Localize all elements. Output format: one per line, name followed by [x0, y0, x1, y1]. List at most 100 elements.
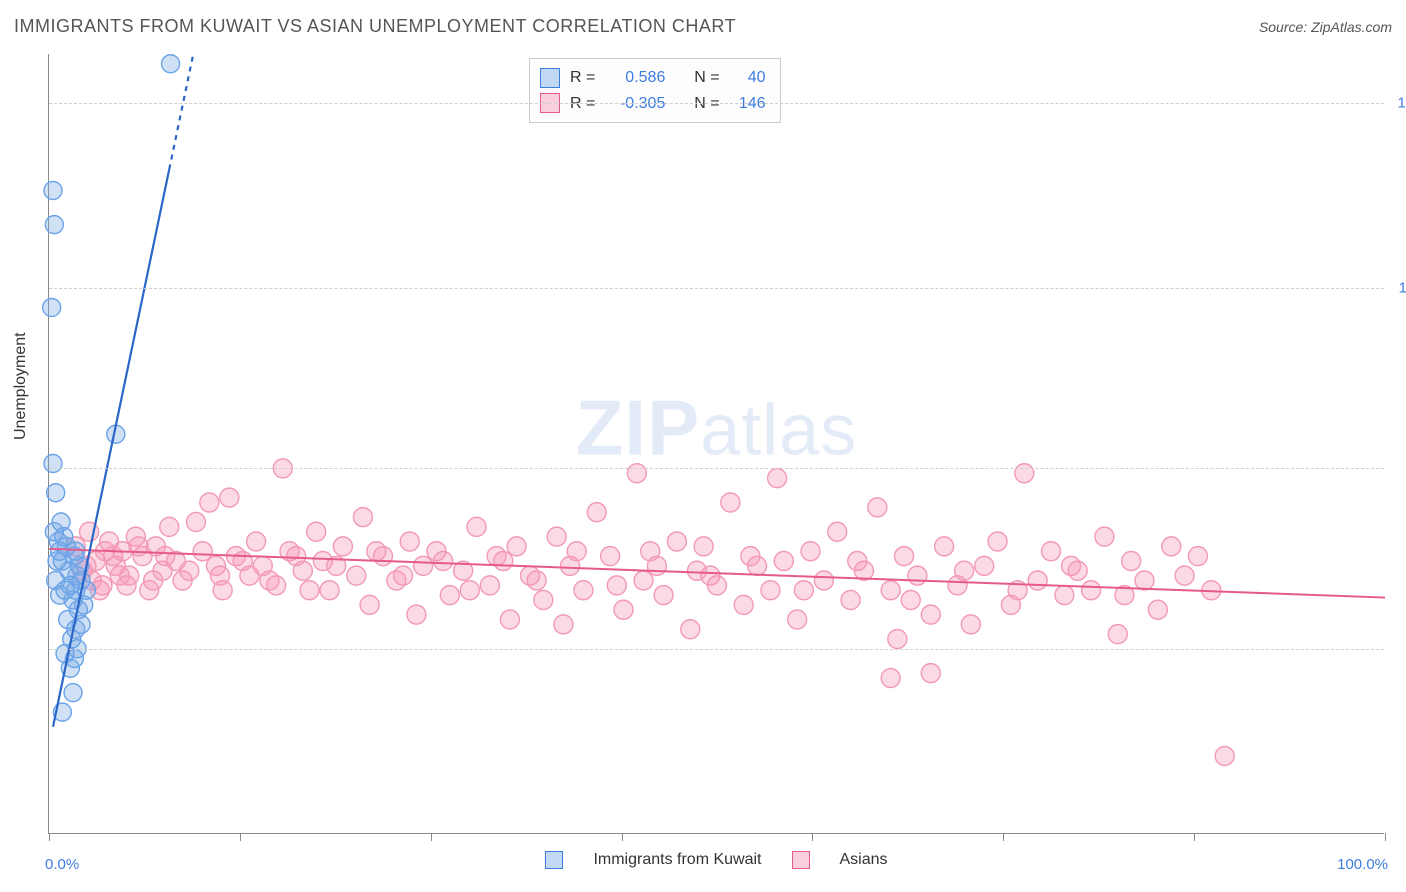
swatch-kuwait	[540, 68, 560, 88]
asians-point	[888, 630, 907, 649]
kuwait-point	[47, 484, 65, 502]
n-label: N =	[694, 65, 719, 91]
asians-point	[527, 571, 546, 590]
asians-point	[607, 576, 626, 595]
asians-point	[794, 581, 813, 600]
trend-line-kuwait-solid	[53, 169, 169, 726]
kuwait-point	[43, 299, 61, 317]
asians-point	[480, 576, 499, 595]
y-axis-label: Unemployment	[12, 332, 30, 440]
asians-point	[347, 566, 366, 585]
asians-point	[211, 566, 230, 585]
asians-point	[1062, 556, 1081, 575]
asians-point	[407, 605, 426, 624]
gridline-h	[49, 649, 1384, 650]
asians-point	[741, 547, 760, 566]
asians-point	[1028, 571, 1047, 590]
asians-point	[307, 522, 326, 541]
asians-point	[193, 542, 212, 561]
asians-point	[1015, 464, 1034, 483]
asians-point	[667, 532, 686, 551]
asians-point	[400, 532, 419, 551]
source-name: ZipAtlas.com	[1311, 19, 1392, 35]
asians-point	[360, 595, 379, 614]
asians-point	[233, 552, 252, 571]
gridline-h	[49, 468, 1384, 469]
asians-point	[761, 581, 780, 600]
asians-point	[814, 571, 833, 590]
asians-point	[1055, 586, 1074, 605]
x-tick-label-left: 0.0%	[45, 856, 79, 873]
kuwait-point	[45, 216, 63, 234]
legend-label-asians: Asians	[840, 851, 888, 869]
x-tick	[49, 833, 50, 841]
r-value-kuwait: 0.586	[605, 65, 665, 91]
kuwait-point	[52, 513, 70, 531]
asians-point	[1175, 566, 1194, 585]
header: IMMIGRANTS FROM KUWAIT VS ASIAN UNEMPLOY…	[14, 16, 1392, 37]
asians-point	[1095, 527, 1114, 546]
asians-point	[414, 556, 433, 575]
asians-point	[156, 547, 175, 566]
asians-point	[554, 615, 573, 634]
asians-point	[200, 493, 219, 512]
asians-point	[908, 566, 927, 585]
x-tick	[1003, 833, 1004, 841]
asians-point	[320, 581, 339, 600]
asians-point	[1135, 571, 1154, 590]
asians-point	[774, 552, 793, 571]
asians-point	[895, 547, 914, 566]
asians-point	[1082, 581, 1101, 600]
gridline-h	[49, 103, 1384, 104]
source-attribution: Source: ZipAtlas.com	[1259, 19, 1392, 35]
asians-point	[881, 581, 900, 600]
asians-point	[694, 537, 713, 556]
plot-area: ZIPatlas R = 0.586 N = 40 R = -0.305 N =…	[48, 54, 1384, 834]
asians-point	[841, 591, 860, 610]
asians-point	[627, 464, 646, 483]
asians-point	[935, 537, 954, 556]
x-tick	[431, 833, 432, 841]
asians-point	[460, 581, 479, 600]
asians-point	[547, 527, 566, 546]
asians-point	[788, 610, 807, 629]
asians-point	[587, 503, 606, 522]
asians-point	[247, 532, 266, 551]
asians-point	[647, 556, 666, 575]
asians-point	[500, 610, 519, 629]
asians-point	[434, 552, 453, 571]
bottom-legend: Immigrants from Kuwait Asians	[49, 851, 1384, 869]
x-tick-label-right: 100.0%	[1337, 856, 1388, 873]
asians-point	[333, 537, 352, 556]
asians-point	[921, 605, 940, 624]
kuwait-point	[44, 455, 62, 473]
asians-point	[801, 542, 820, 561]
asians-point	[901, 591, 920, 610]
asians-point	[975, 556, 994, 575]
x-tick	[240, 833, 241, 841]
asians-point	[634, 571, 653, 590]
x-tick	[812, 833, 813, 841]
asians-point	[701, 566, 720, 585]
asians-point	[487, 547, 506, 566]
asians-point	[614, 600, 633, 619]
asians-point	[654, 586, 673, 605]
asians-point	[180, 561, 199, 580]
asians-point	[507, 537, 526, 556]
n-value-kuwait: 40	[730, 65, 766, 91]
asians-point	[921, 664, 940, 683]
asians-point	[1148, 600, 1167, 619]
asians-point	[534, 591, 553, 610]
asians-point	[186, 513, 205, 532]
asians-point	[394, 566, 413, 585]
asians-point	[768, 469, 787, 488]
kuwait-point	[44, 182, 62, 200]
asians-point	[734, 595, 753, 614]
x-tick	[1194, 833, 1195, 841]
asians-point	[1042, 542, 1061, 561]
asians-point	[1215, 747, 1234, 766]
asians-point	[961, 615, 980, 634]
asians-point	[868, 498, 887, 517]
swatch-asians	[792, 851, 810, 869]
asians-point	[955, 561, 974, 580]
